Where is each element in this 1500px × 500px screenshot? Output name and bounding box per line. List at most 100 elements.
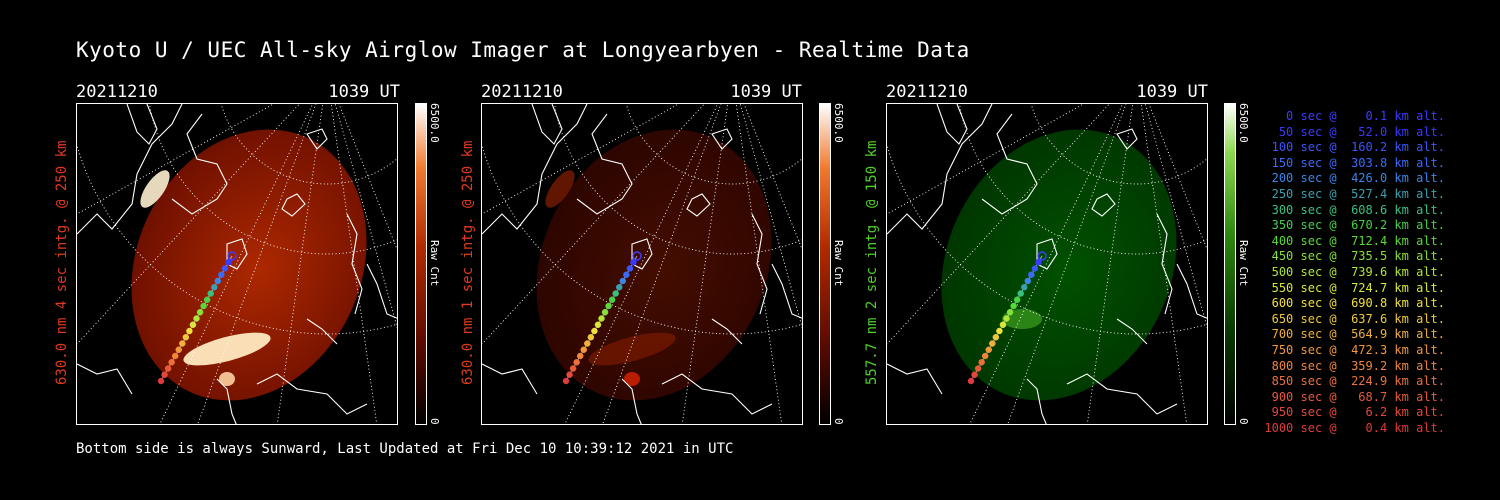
legend-row: 350 sec @ 670.2 km alt. <box>1264 218 1445 233</box>
coastline <box>887 104 993 235</box>
panel-1-date: 20211210 <box>76 82 158 102</box>
legend-row: 100 sec @ 160.2 km alt. <box>1264 140 1445 155</box>
trajectory-point <box>562 377 570 385</box>
legend-row: 800 sec @ 359.2 km alt. <box>1264 358 1445 373</box>
trajectory-point <box>630 259 637 266</box>
panel-3-date: 20211210 <box>886 82 968 102</box>
trajectory-point <box>1031 265 1039 272</box>
panel-2-colorbar-min: 0 <box>832 418 845 425</box>
legend-row: 50 sec @ 52.0 km alt. <box>1264 124 1445 139</box>
aurora-patch <box>588 332 676 366</box>
coastline <box>771 263 802 319</box>
panel-2-date: 20211210 <box>481 82 563 102</box>
legend-row: 900 sec @ 68.7 km alt. <box>1264 389 1445 404</box>
trajectory-point <box>605 302 612 310</box>
trajectory-point <box>598 315 605 322</box>
trajectory-point <box>632 251 642 261</box>
panel-2-svg <box>482 104 802 424</box>
trajectory-point <box>203 296 211 303</box>
footer-status: Bottom side is always Sunward, Last Upda… <box>76 441 734 457</box>
trajectory-point <box>1028 271 1035 278</box>
panel-3-colorbar-min: 0 <box>1237 418 1250 425</box>
trajectory-point <box>985 346 992 353</box>
coastline <box>621 378 642 424</box>
legend-row: 500 sec @ 739.6 km alt. <box>1264 264 1445 279</box>
coastline <box>1116 318 1148 345</box>
panel-3-image <box>886 103 1208 425</box>
trajectory-point <box>999 321 1007 328</box>
coastline <box>936 104 968 145</box>
coastline <box>482 363 538 395</box>
trajectory-point <box>171 352 179 360</box>
longitude-line <box>1144 104 1207 329</box>
aurora-patch <box>140 170 170 208</box>
trajectory-point <box>179 340 186 347</box>
coastline <box>306 318 338 345</box>
coastline <box>576 113 633 215</box>
panel-2-time: 1039 UT <box>730 82 802 102</box>
trajectory-point <box>584 340 591 347</box>
panel-3-colorbar <box>1224 103 1236 425</box>
panel-1-svg <box>77 104 397 424</box>
panel-2-side-label: 630.0 nm 1 sec intg. @ 250 km <box>460 140 476 385</box>
trajectory-point <box>225 259 232 266</box>
panel-3-side-label: 557.7 nm 2 sec intg. @ 150 km <box>864 140 880 385</box>
panel-3-colorbar-unit: Raw Cnt <box>1237 240 1250 287</box>
trajectory-point <box>608 296 616 303</box>
trajectory-point <box>1010 302 1017 310</box>
coastline <box>531 104 563 145</box>
panel-1-colorbar-unit: Raw Cnt <box>428 240 441 287</box>
coastline <box>171 113 228 215</box>
panel-2-colorbar-max: 6500.0 <box>832 103 845 143</box>
legend-row: 550 sec @ 724.7 km alt. <box>1264 280 1445 295</box>
legend-row: 600 sec @ 690.8 km alt. <box>1264 296 1445 311</box>
coastline <box>1156 213 1173 315</box>
coastline <box>981 113 1038 215</box>
trajectory-point <box>1017 290 1024 297</box>
trajectory-point <box>989 340 996 347</box>
trajectory-point <box>211 284 218 291</box>
trajectory-point <box>580 346 587 353</box>
aurora-patch <box>183 332 271 366</box>
trajectory-point <box>981 352 989 360</box>
coastline <box>887 363 943 395</box>
trajectory-point <box>569 365 577 372</box>
legend-row: 0 sec @ 0.1 km alt. <box>1264 109 1445 123</box>
longitude-line <box>482 104 680 215</box>
trajectory-point <box>996 327 1003 335</box>
trajectory-point <box>196 309 204 316</box>
trajectory-point <box>161 371 168 378</box>
coastline <box>482 104 588 235</box>
coastline <box>306 128 328 150</box>
coastline <box>77 363 133 395</box>
longitude-line <box>338 104 397 251</box>
trajectory-point <box>175 346 182 353</box>
trajectory-point <box>189 321 197 328</box>
trajectory-point <box>591 327 598 335</box>
longitude-line <box>77 104 275 215</box>
page-title: Kyoto U / UEC All-sky Airglow Imager at … <box>76 38 970 62</box>
coastline <box>711 128 733 150</box>
coastline <box>346 213 363 315</box>
coastline <box>1066 373 1178 415</box>
panel-1-side-label: 630.0 nm 4 sec intg. @ 250 km <box>54 140 70 385</box>
trajectory-point <box>221 265 229 272</box>
legend-row: 400 sec @ 712.4 km alt. <box>1264 233 1445 248</box>
panel-2-colorbar-unit: Raw Cnt <box>832 240 845 287</box>
trajectory-point <box>193 315 200 322</box>
longitude-line <box>743 104 802 251</box>
panel-1-colorbar <box>415 103 427 425</box>
trajectory-point <box>168 359 175 366</box>
trajectory-point <box>587 334 595 341</box>
sky-image-disc <box>536 129 772 401</box>
legend-row: 300 sec @ 608.6 km alt. <box>1264 202 1445 217</box>
trajectory-point <box>601 309 609 316</box>
coastline <box>216 378 237 424</box>
aurora-patch <box>624 372 640 386</box>
trajectory-point <box>594 321 602 328</box>
legend-row: 1000 sec @ 0.4 km alt. <box>1264 420 1445 435</box>
trajectory-point <box>186 327 193 335</box>
trajectory-point <box>573 359 580 366</box>
trajectory-point <box>974 365 982 372</box>
trajectory-point <box>616 284 623 291</box>
